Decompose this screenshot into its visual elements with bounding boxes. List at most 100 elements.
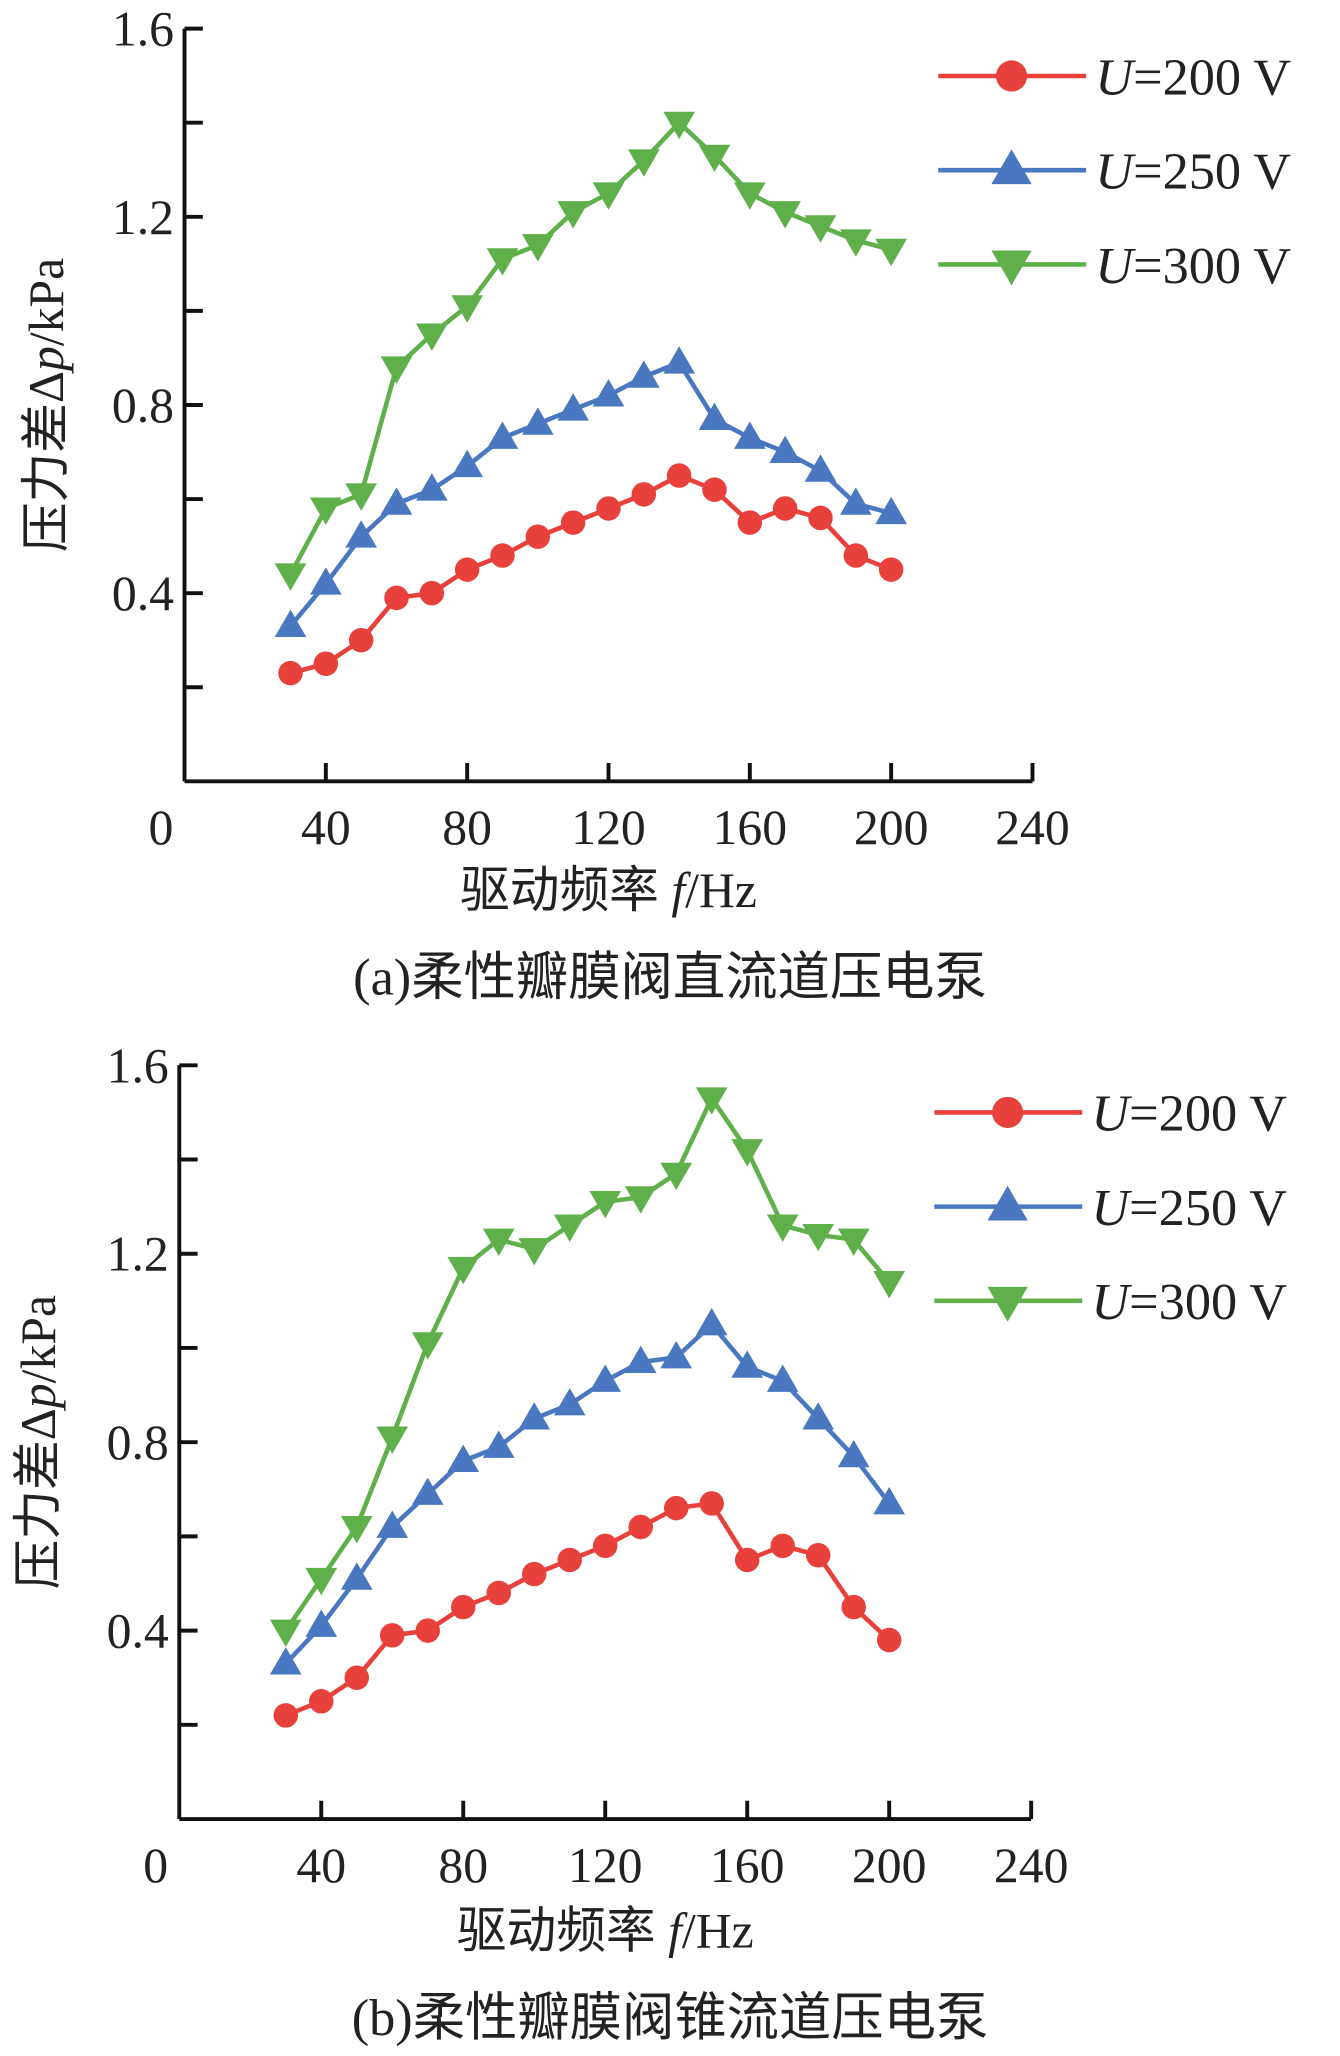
figure-caption: (b)柔性瓣膜阀锥流道压电泵 xyxy=(352,1989,989,2047)
data-point xyxy=(734,1547,760,1573)
series-200v xyxy=(278,463,904,686)
data-point xyxy=(557,201,589,229)
data-point xyxy=(592,379,625,407)
data-point xyxy=(804,215,837,243)
data-point xyxy=(698,402,731,431)
data-point xyxy=(553,1388,586,1416)
data-point xyxy=(415,1618,440,1643)
y-tick-label: 0.4 xyxy=(107,1604,169,1659)
data-point xyxy=(839,487,872,515)
data-point xyxy=(731,1139,764,1167)
x-tick-label: 80 xyxy=(442,800,492,855)
y-tick-label: 0.4 xyxy=(112,566,174,621)
x-tick-label: 240 xyxy=(994,1838,1069,1893)
x-tick-label: 40 xyxy=(301,800,351,855)
data-point xyxy=(340,1562,373,1590)
legend-label: U=300 V xyxy=(1091,1273,1287,1331)
data-point xyxy=(525,524,551,549)
data-point xyxy=(702,477,727,502)
data-point xyxy=(416,323,448,351)
data-point xyxy=(596,496,621,521)
series-300v xyxy=(269,1087,906,1648)
data-point xyxy=(663,346,695,374)
data-point xyxy=(309,1689,334,1714)
series-line xyxy=(289,473,893,676)
series-line xyxy=(288,359,892,628)
series-line xyxy=(284,1500,891,1718)
data-point xyxy=(348,627,374,653)
data-point xyxy=(419,580,445,606)
data-point xyxy=(698,144,731,173)
x-tick-label: 160 xyxy=(710,1838,785,1893)
data-point xyxy=(521,407,554,435)
legend-marker xyxy=(991,250,1032,286)
data-point xyxy=(766,1364,799,1392)
data-point xyxy=(875,238,907,267)
data-point xyxy=(589,1190,622,1219)
x-tick-label: 160 xyxy=(713,800,788,855)
data-point xyxy=(345,483,378,511)
data-point xyxy=(876,1627,902,1653)
data-point xyxy=(411,1477,444,1505)
data-point xyxy=(310,497,342,525)
data-point xyxy=(380,487,413,515)
data-point xyxy=(802,1402,835,1430)
data-point xyxy=(305,1567,338,1596)
data-point xyxy=(772,496,798,521)
data-point xyxy=(560,510,586,535)
series-200v xyxy=(273,1491,902,1728)
data-point xyxy=(451,1594,476,1620)
legend-marker xyxy=(987,1286,1028,1322)
data-point xyxy=(486,421,519,449)
data-point xyxy=(804,454,837,482)
data-point xyxy=(592,1533,618,1559)
y-tick-label: 1.6 xyxy=(112,2,174,57)
data-point xyxy=(278,660,303,686)
x-axis-label: 驱动频率 f/Hz xyxy=(460,863,757,918)
data-point xyxy=(269,1647,302,1675)
series-250v xyxy=(269,1307,906,1675)
legend-label: U=250 V xyxy=(1095,143,1291,201)
data-point xyxy=(660,1162,693,1191)
data-point xyxy=(624,1186,657,1214)
data-point xyxy=(589,1364,622,1392)
data-point xyxy=(416,473,448,501)
y-axis-label: 压力差Δp/kPa xyxy=(19,258,74,552)
data-point xyxy=(839,229,872,257)
data-point xyxy=(305,1609,338,1637)
x-tick-label: 40 xyxy=(296,1838,346,1893)
data-point xyxy=(380,356,413,384)
x-tick-label: 0 xyxy=(149,800,174,855)
data-point xyxy=(454,557,480,582)
data-point xyxy=(310,567,342,595)
x-tick-label: 240 xyxy=(995,800,1070,855)
data-point xyxy=(345,520,378,548)
data-point xyxy=(873,1271,906,1299)
legend-marker xyxy=(992,1096,1024,1128)
data-point xyxy=(313,651,339,676)
data-point xyxy=(340,1516,373,1544)
data-point xyxy=(592,182,625,210)
data-point xyxy=(274,563,307,591)
data-point xyxy=(843,543,869,568)
data-point xyxy=(521,1561,547,1587)
data-point xyxy=(695,1307,728,1336)
data-point xyxy=(695,1087,728,1115)
data-point xyxy=(447,1256,480,1285)
data-point xyxy=(447,1444,480,1472)
chart-panel-b: 0.4 0.8 1.2 1.6 0 40 80 120 160 200 240 驱动频率 f/Hz 压力… xyxy=(11,1038,1287,2047)
data-point xyxy=(451,295,484,323)
data-point xyxy=(733,421,766,449)
data-point xyxy=(482,1430,515,1458)
data-point xyxy=(490,543,515,568)
data-point xyxy=(875,496,907,525)
data-point xyxy=(486,1580,511,1606)
series-line xyxy=(288,119,892,576)
data-point xyxy=(376,1426,409,1454)
x-axis-label: 驱动频率 f/Hz xyxy=(457,1903,754,1958)
series-250v xyxy=(274,346,907,638)
legend-label: U=200 V xyxy=(1095,48,1291,106)
data-point xyxy=(518,1238,551,1266)
legend-label: U=250 V xyxy=(1091,1179,1287,1237)
